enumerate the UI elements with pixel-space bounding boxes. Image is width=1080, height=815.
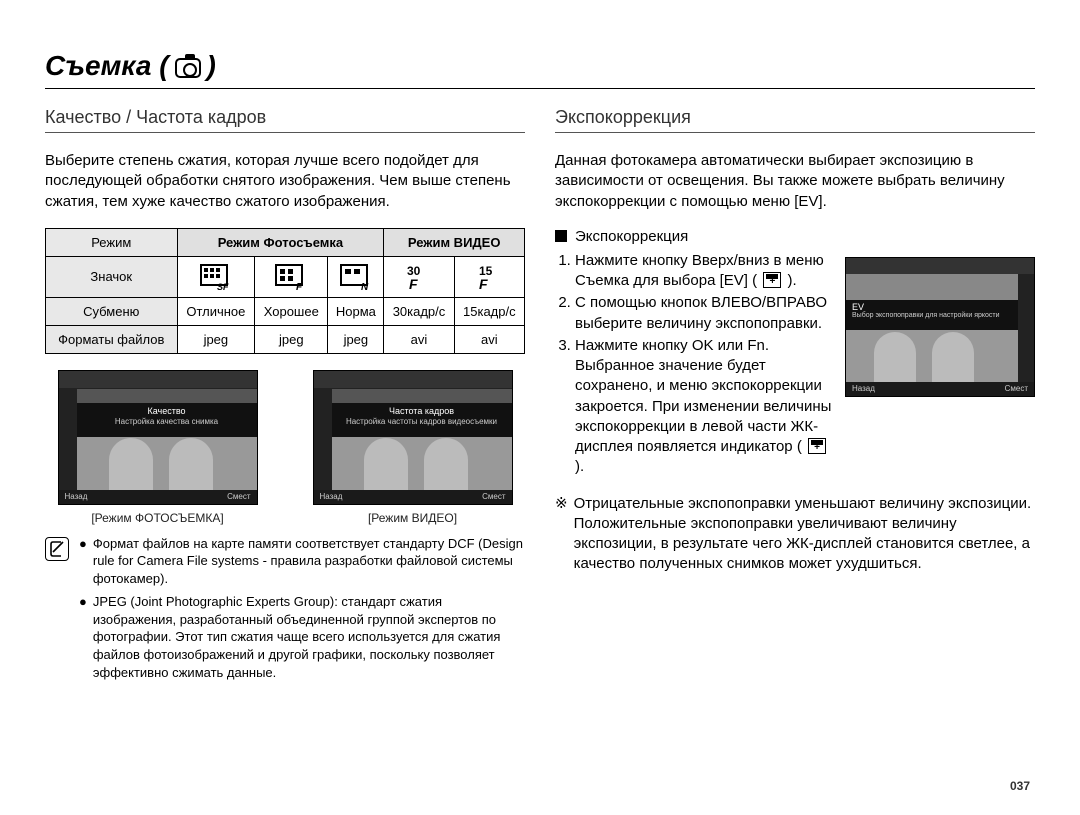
submenu-3: 30кадр/с — [384, 297, 454, 325]
row-format-label: Форматы файлов — [46, 325, 178, 353]
camera-icon — [175, 58, 201, 78]
page-title: Съемка ( ) — [45, 50, 1035, 89]
table-header-video: Режим ВИДЕО — [384, 228, 525, 256]
left-column: Качество / Частота кадров Выберите степе… — [45, 107, 525, 687]
icon-normal: N — [328, 256, 384, 297]
right-column: Экспокоррекция Данная фотокамера автомат… — [555, 107, 1035, 687]
notes-list: ●Формат файлов на карте памяти соответст… — [79, 535, 525, 687]
note-2: JPEG (Joint Photographic Experts Group):… — [93, 593, 525, 681]
notes-block: ●Формат файлов на карте памяти соответст… — [45, 535, 525, 687]
screen-photo-foot-left: Назад — [65, 492, 88, 501]
screen-video-wrap: Частота кадров Настройка частоты кадров … — [313, 370, 513, 525]
format-1: jpeg — [255, 325, 328, 353]
icon-30fps: 30 F — [384, 256, 454, 297]
submenu-1: Хорошее — [255, 297, 328, 325]
table-header-mode: Режим — [46, 228, 178, 256]
square-bullet-icon — [555, 230, 567, 242]
step-3: Нажмите кнопку OK или Fn. Выбранное знач… — [575, 336, 833, 478]
step-2: С помощью кнопок ВЛЕВО/ВПРАВО выберите в… — [575, 293, 833, 334]
two-column-layout: Качество / Частота кадров Выберите степе… — [45, 107, 1035, 687]
submenu-4: 15кадр/с — [454, 297, 524, 325]
exposure-heading: Экспокоррекция — [555, 107, 1035, 133]
svg-text:F: F — [296, 282, 303, 291]
screen-video-menu-sub: Настройка частоты кадров видеосъемки — [338, 417, 506, 427]
format-0: jpeg — [177, 325, 255, 353]
exposure-subheading: Экспокоррекция — [555, 228, 1035, 245]
asterisk-text: Отрицательные экспопоправки уменьшают ве… — [574, 494, 1035, 575]
exposure-intro: Данная фотокамера автоматически выбирает… — [555, 151, 1035, 212]
note-1: Формат файлов на карте памяти соответств… — [93, 535, 525, 588]
quality-intro: Выберите степень сжатия, которая лучше в… — [45, 151, 525, 212]
screen-video: Частота кадров Настройка частоты кадров … — [313, 370, 513, 505]
svg-text:F: F — [479, 276, 488, 291]
icon-15fps: 15 F — [454, 256, 524, 297]
step-1: Нажмите кнопку Вверх/вниз в меню Съемка … — [575, 251, 833, 292]
submenu-0: Отличное — [177, 297, 255, 325]
note-icon — [45, 537, 69, 561]
icon-fine: F — [255, 256, 328, 297]
screen-video-foot-right: Смест — [482, 492, 505, 501]
svg-text:F: F — [409, 276, 418, 291]
asterisk-symbol: ※ — [555, 494, 568, 575]
quality-table: Режим Режим Фотосъемка Режим ВИДЕО Значо… — [45, 228, 525, 354]
submenu-2: Норма — [328, 297, 384, 325]
svg-text:SF: SF — [217, 282, 229, 291]
screen-photo-wrap: Качество Настройка качества снимка Назад… — [58, 370, 258, 525]
ev-icon — [763, 272, 781, 288]
exposure-subheading-text: Экспокоррекция — [575, 228, 688, 245]
screen-video-foot-left: Назад — [320, 492, 343, 501]
page-title-close: ) — [207, 50, 216, 82]
screen-photo: Качество Настройка качества снимка Назад… — [58, 370, 258, 505]
screen-video-caption: [Режим ВИДЕО] — [313, 511, 513, 525]
screen-video-menu-title: Частота кадров — [338, 406, 506, 418]
steps-text: Нажмите кнопку Вверх/вниз в меню Съемка … — [555, 251, 833, 480]
steps-and-screen: Нажмите кнопку Вверх/вниз в меню Съемка … — [555, 251, 1035, 480]
format-3: avi — [384, 325, 454, 353]
quality-heading: Качество / Частота кадров — [45, 107, 525, 133]
screen-photo-menu-title: Качество — [83, 406, 251, 418]
svg-text:N: N — [361, 282, 369, 291]
page-number: 037 — [1010, 779, 1030, 793]
preview-screens-row: Качество Настройка качества снимка Назад… — [45, 370, 525, 525]
screen-ev: EV Выбор экспопоправки для настройки ярк… — [845, 257, 1035, 397]
steps-list: Нажмите кнопку Вверх/вниз в меню Съемка … — [555, 251, 833, 478]
row-icon-label: Значок — [46, 256, 178, 297]
format-4: avi — [454, 325, 524, 353]
screen-ev-foot-right: Смест — [1005, 384, 1028, 393]
format-2: jpeg — [328, 325, 384, 353]
ev-icon — [808, 438, 826, 454]
page-title-text: Съемка ( — [45, 50, 169, 82]
row-submenu-label: Субменю — [46, 297, 178, 325]
asterisk-note: ※ Отрицательные экспопоправки уменьшают … — [555, 494, 1035, 575]
screen-photo-menu-sub: Настройка качества снимка — [83, 417, 251, 427]
table-header-photo: Режим Фотосъемка — [177, 228, 384, 256]
screen-ev-foot-left: Назад — [852, 384, 875, 393]
screen-ev-sub: Выбор экспопоправки для настройки яркост… — [852, 312, 1012, 319]
screen-ev-title: EV — [852, 302, 1012, 312]
screen-photo-caption: [Режим ФОТОСЪЕМКА] — [58, 511, 258, 525]
icon-super-fine: SF — [177, 256, 255, 297]
screen-photo-foot-right: Смест — [227, 492, 250, 501]
